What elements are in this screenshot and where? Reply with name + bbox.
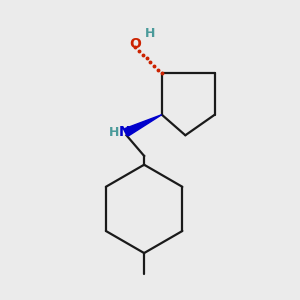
Polygon shape: [124, 115, 162, 136]
Text: N: N: [119, 125, 131, 139]
Text: H: H: [109, 126, 119, 139]
Text: O: O: [129, 37, 141, 51]
Text: H: H: [145, 27, 155, 40]
